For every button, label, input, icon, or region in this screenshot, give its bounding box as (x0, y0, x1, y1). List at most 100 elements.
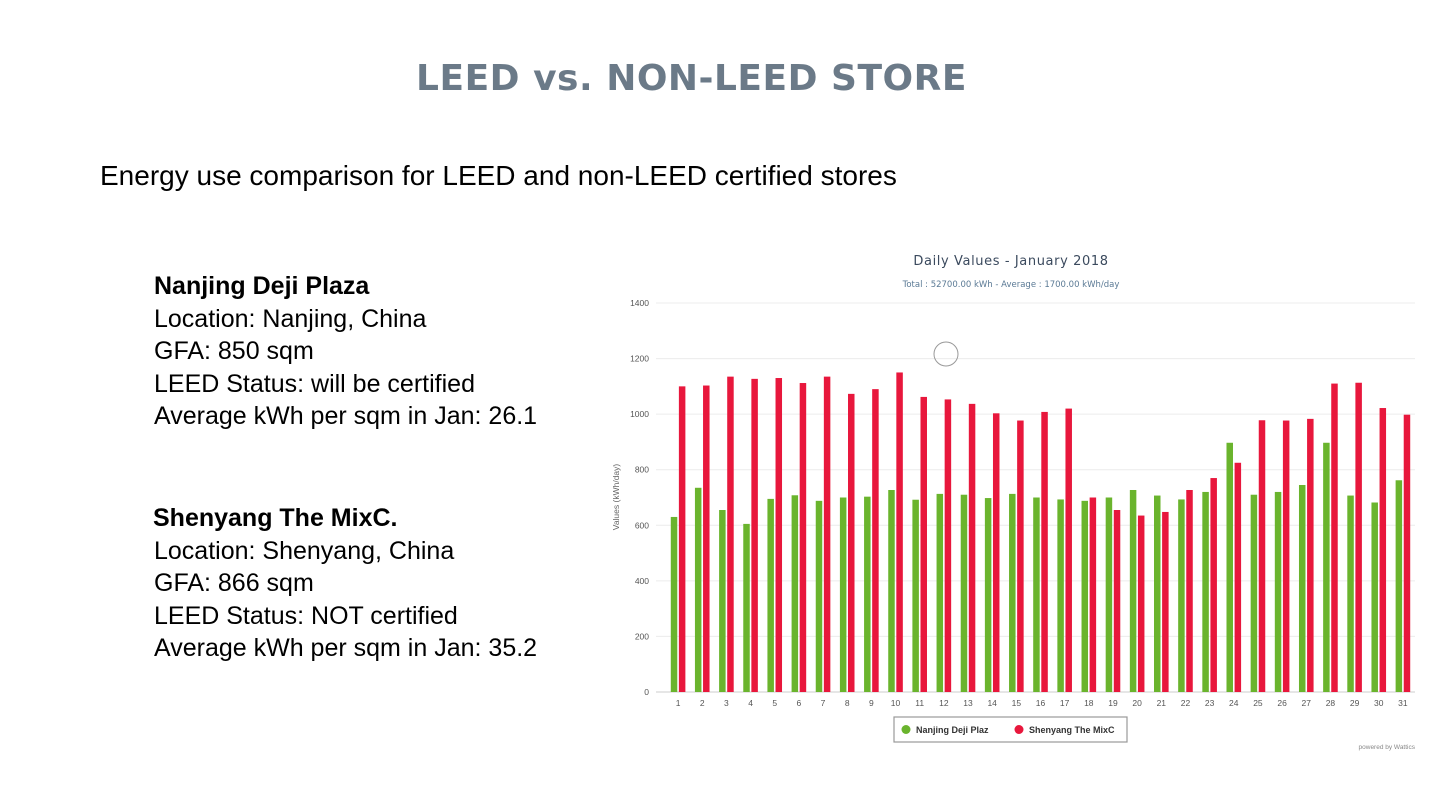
bar-shenyang-day-12[interactable] (944, 399, 952, 692)
bar-shenyang-day-5[interactable] (775, 378, 783, 692)
bar-nanjing-day-23[interactable] (1202, 491, 1209, 692)
bar-nanjing-day-6[interactable] (791, 495, 799, 692)
x-tick-label: 11 (915, 698, 924, 708)
store-info-nanjing: Nanjing Deji Plaza Location: Nanjing, Ch… (154, 270, 537, 433)
x-tick-label: 28 (1326, 698, 1336, 708)
bar-shenyang-day-22[interactable] (1186, 489, 1193, 692)
y-tick-label: 400 (635, 576, 649, 586)
x-tick-label: 22 (1181, 698, 1191, 708)
bar-nanjing-day-31[interactable] (1395, 480, 1403, 692)
bar-shenyang-day-23[interactable] (1210, 478, 1217, 692)
store-leed-status: LEED Status: NOT certified (154, 601, 458, 630)
bar-shenyang-day-6[interactable] (799, 383, 807, 692)
bar-nanjing-day-14[interactable] (984, 498, 992, 692)
bar-shenyang-day-10[interactable] (896, 372, 903, 692)
store-name: Shenyang The MixC. (153, 504, 398, 532)
y-axis-label: Values (kWh/day) (611, 464, 621, 531)
store-location: Location: Nanjing, China (154, 304, 427, 333)
bar-nanjing-day-28[interactable] (1323, 442, 1330, 692)
legend-label-shenyang[interactable]: Shenyang The MixC (1029, 725, 1115, 735)
bar-nanjing-day-4[interactable] (743, 523, 750, 692)
slide-subtitle: Energy use comparison for LEED and non-L… (100, 160, 897, 191)
store-info-shenyang: Shenyang The MixC. Location: Shenyang, C… (153, 502, 537, 665)
x-tick-label: 3 (724, 698, 729, 708)
bar-nanjing-day-12[interactable] (936, 493, 944, 692)
legend-marker-shenyang (1014, 725, 1024, 734)
bar-nanjing-day-17[interactable] (1057, 499, 1064, 692)
bar-shenyang-day-1[interactable] (678, 386, 686, 692)
bar-nanjing-day-24[interactable] (1226, 442, 1233, 692)
bar-shenyang-day-11[interactable] (920, 396, 927, 692)
x-tick-label: 1 (676, 698, 681, 708)
bar-nanjing-day-29[interactable] (1347, 495, 1354, 692)
bar-nanjing-day-11[interactable] (912, 499, 919, 692)
bar-nanjing-day-27[interactable] (1298, 484, 1306, 692)
x-tick-label: 4 (748, 698, 753, 708)
bar-shenyang-day-19[interactable] (1113, 510, 1121, 692)
bar-shenyang-day-29[interactable] (1355, 382, 1362, 692)
bar-shenyang-day-24[interactable] (1234, 462, 1242, 692)
bar-shenyang-day-7[interactable] (823, 376, 831, 692)
bar-nanjing-day-30[interactable] (1371, 502, 1378, 692)
x-tick-label: 6 (797, 698, 802, 708)
bar-nanjing-day-5[interactable] (767, 498, 774, 692)
x-tick-label: 2 (700, 698, 705, 708)
chart-credit[interactable]: powered by Wattics (1359, 744, 1416, 751)
bar-shenyang-day-17[interactable] (1065, 408, 1072, 692)
bar-shenyang-day-8[interactable] (848, 393, 855, 692)
bar-shenyang-day-25[interactable] (1258, 420, 1266, 692)
bar-shenyang-day-31[interactable] (1403, 414, 1411, 692)
bar-shenyang-day-20[interactable] (1137, 515, 1145, 692)
x-tick-label: 27 (1302, 698, 1312, 708)
bar-shenyang-day-28[interactable] (1331, 383, 1338, 692)
x-tick-label: 12 (939, 698, 949, 708)
x-tick-label: 19 (1108, 698, 1118, 708)
bar-nanjing-day-13[interactable] (960, 494, 968, 692)
bar-nanjing-day-19[interactable] (1105, 497, 1113, 693)
bar-shenyang-day-13[interactable] (968, 403, 976, 692)
legend-label-nanjing[interactable]: Nanjing Deji Plaz (916, 725, 989, 735)
x-tick-label: 26 (1277, 698, 1287, 708)
x-tick-label: 23 (1205, 698, 1215, 708)
x-tick-label: 15 (1012, 698, 1022, 708)
bar-nanjing-day-25[interactable] (1250, 494, 1258, 692)
store-name: Nanjing Deji Plaza (154, 272, 370, 300)
y-tick-label: 1400 (630, 298, 649, 308)
bar-nanjing-day-3[interactable] (719, 510, 726, 692)
bar-shenyang-day-16[interactable] (1041, 411, 1048, 692)
bar-shenyang-day-3[interactable] (727, 376, 734, 692)
bar-nanjing-day-10[interactable] (888, 489, 895, 692)
bar-nanjing-day-7[interactable] (815, 500, 823, 692)
bar-nanjing-day-15[interactable] (1009, 493, 1016, 692)
bar-shenyang-day-2[interactable] (703, 385, 710, 692)
bar-nanjing-day-22[interactable] (1178, 499, 1185, 692)
bar-nanjing-day-1[interactable] (670, 516, 678, 692)
bar-shenyang-day-21[interactable] (1162, 511, 1169, 692)
bar-shenyang-day-14[interactable] (992, 413, 1000, 692)
store-avg-kwh: Average kWh per sqm in Jan: 26.1 (154, 402, 538, 430)
bar-shenyang-day-18[interactable] (1089, 497, 1097, 693)
x-tick-label: 16 (1036, 698, 1046, 708)
x-tick-label: 24 (1229, 698, 1239, 708)
y-axis-ticks: 0 200 400 600 800 1000 1200 1400 (630, 298, 649, 697)
x-tick-label: 25 (1253, 698, 1263, 708)
chart-title: Daily Values - January 2018 (913, 254, 1108, 269)
bar-shenyang-day-30[interactable] (1379, 408, 1387, 692)
bar-nanjing-day-18[interactable] (1081, 500, 1089, 692)
bar-nanjing-day-16[interactable] (1033, 497, 1040, 693)
store-leed-status: LEED Status: will be certified (154, 369, 475, 398)
bar-shenyang-day-15[interactable] (1017, 420, 1024, 692)
store-gfa: GFA: 866 sqm (154, 569, 314, 597)
bar-nanjing-day-9[interactable] (864, 496, 871, 692)
bar-nanjing-day-21[interactable] (1154, 495, 1161, 692)
bar-shenyang-day-4[interactable] (751, 378, 758, 692)
bar-shenyang-day-27[interactable] (1307, 418, 1314, 692)
bar-shenyang-day-9[interactable] (872, 389, 879, 692)
bar-nanjing-day-2[interactable] (694, 487, 702, 692)
bar-nanjing-day-26[interactable] (1274, 491, 1282, 692)
chart-legend[interactable]: Nanjing Deji Plaz Shenyang The MixC (893, 716, 1128, 743)
bar-nanjing-day-20[interactable] (1129, 489, 1137, 692)
bar-nanjing-day-8[interactable] (839, 497, 847, 693)
x-tick-label: 21 (1157, 698, 1167, 708)
bar-shenyang-day-26[interactable] (1282, 420, 1290, 692)
